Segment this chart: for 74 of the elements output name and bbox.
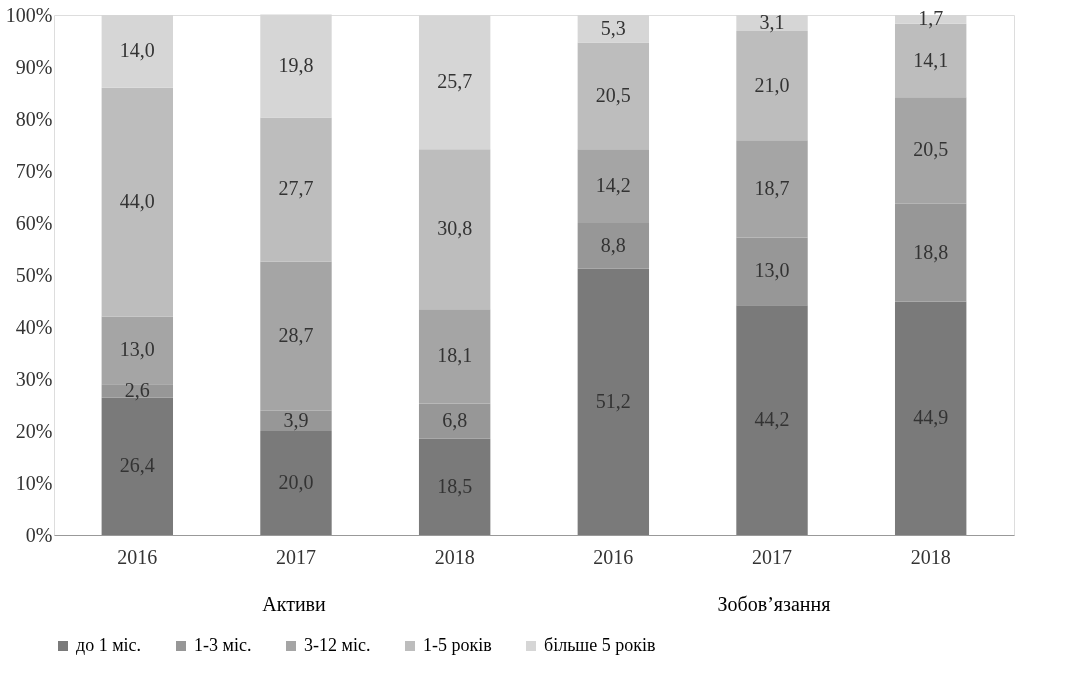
data-label: 2,6 bbox=[124, 378, 150, 401]
bar bbox=[736, 31, 808, 141]
data-label: 13,0 bbox=[119, 338, 155, 361]
data-label: 14,2 bbox=[595, 174, 631, 197]
legend-label: до 1 міс. bbox=[76, 635, 142, 655]
y-tick-label: 10% bbox=[15, 471, 53, 494]
bar bbox=[418, 149, 491, 310]
data-label: 6,8 bbox=[442, 409, 468, 432]
y-tick-label: 70% bbox=[15, 159, 53, 182]
data-label: 3,9 bbox=[283, 408, 309, 431]
bar bbox=[418, 438, 491, 535]
bar bbox=[894, 97, 967, 204]
bar bbox=[736, 237, 808, 306]
data-label: 14,1 bbox=[913, 48, 949, 71]
bar bbox=[736, 140, 808, 238]
bar bbox=[260, 261, 332, 411]
x-tick-label: 2017 bbox=[275, 545, 316, 568]
text: Зобов’язання bbox=[717, 593, 831, 615]
data-label: 3,1 bbox=[759, 11, 785, 34]
data-label: 20,5 bbox=[595, 83, 631, 106]
data-label: 18,1 bbox=[437, 344, 473, 367]
x-tick-label: 2016 bbox=[117, 545, 158, 568]
x-tick-label: 2016 bbox=[593, 545, 634, 568]
data-label: 30,8 bbox=[437, 217, 473, 240]
bar bbox=[418, 309, 491, 404]
bar bbox=[577, 268, 650, 535]
data-label: 5,3 bbox=[600, 16, 626, 39]
bar bbox=[101, 87, 174, 317]
y-tick-label: 0% bbox=[25, 523, 53, 546]
data-label: 18,5 bbox=[437, 474, 473, 497]
legend-label: більше 5 років bbox=[544, 635, 656, 655]
bar bbox=[894, 301, 967, 535]
x-tick-label: 2018 bbox=[434, 545, 475, 568]
bar bbox=[577, 42, 650, 150]
data-label: 26,4 bbox=[119, 454, 155, 477]
data-label: 27,7 bbox=[278, 177, 314, 200]
data-label: 21,0 bbox=[754, 73, 790, 96]
data-label: 19,8 bbox=[278, 53, 314, 76]
y-tick-label: 40% bbox=[15, 315, 53, 338]
data-label: 44,9 bbox=[913, 406, 949, 429]
bar bbox=[101, 316, 174, 385]
legend-label: 1-5 років bbox=[423, 635, 492, 655]
bar bbox=[577, 149, 650, 223]
y-tick-label: 20% bbox=[15, 419, 53, 442]
legend-label: 1-3 міс. bbox=[194, 635, 252, 655]
y-tick-label: 100% bbox=[5, 3, 53, 26]
y-tick-label: 50% bbox=[15, 263, 53, 286]
data-label: 18,7 bbox=[754, 176, 790, 199]
bar bbox=[260, 117, 332, 262]
bar bbox=[418, 403, 491, 439]
data-label: 8,8 bbox=[600, 233, 626, 256]
data-label: 13,0 bbox=[754, 259, 790, 282]
data-label: 20,5 bbox=[913, 138, 949, 161]
data-label: 44,2 bbox=[754, 408, 790, 431]
data-label: 20,0 bbox=[278, 471, 314, 493]
bar bbox=[894, 203, 967, 302]
data-label: 28,7 bbox=[278, 324, 314, 347]
text: Активи bbox=[262, 593, 327, 615]
y-tick-label: 60% bbox=[15, 211, 53, 234]
bar bbox=[736, 305, 808, 535]
x-tick-label: 2017 bbox=[752, 545, 793, 568]
y-tick-label: 90% bbox=[15, 55, 53, 78]
y-tick-label: 30% bbox=[15, 367, 53, 390]
y-tick-label: 80% bbox=[15, 107, 53, 130]
bar bbox=[577, 223, 650, 269]
data-label: 51,2 bbox=[595, 389, 631, 412]
x-tick-label: 2018 bbox=[910, 545, 951, 568]
data-label: 18,8 bbox=[913, 240, 949, 263]
data-label: 25,7 bbox=[437, 70, 473, 93]
data-label: 14,0 bbox=[119, 39, 155, 62]
bar bbox=[260, 431, 332, 535]
data-label: 1,7 bbox=[918, 7, 944, 30]
data-label: 44,0 bbox=[119, 190, 155, 213]
legend-label: 3-12 міс. bbox=[304, 635, 371, 655]
